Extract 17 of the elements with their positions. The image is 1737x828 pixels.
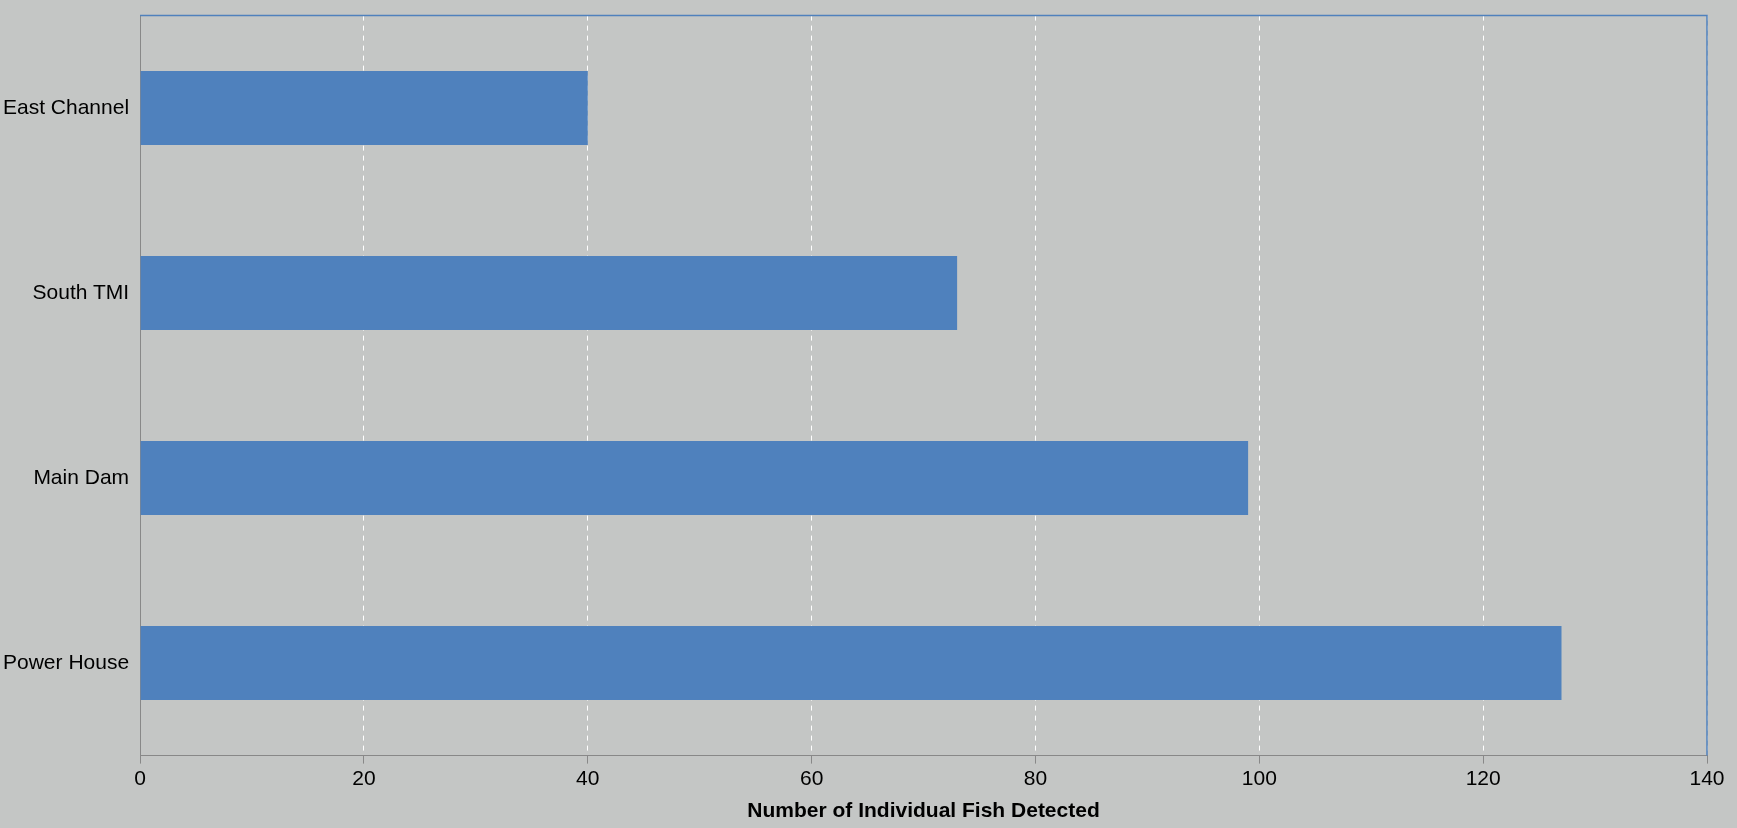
y-tick-label: South TMI — [32, 279, 130, 303]
bar — [140, 71, 588, 146]
x-tick-label: 60 — [799, 766, 824, 789]
y-tick-label: Power House — [3, 649, 130, 673]
x-tick-label: 80 — [1023, 766, 1048, 789]
bar — [140, 256, 958, 331]
x-tick-label: 20 — [352, 766, 376, 789]
x-tick-label: 100 — [1241, 766, 1277, 789]
x-axis-title: Number of Individual Fish Detected — [747, 798, 1100, 822]
bar — [140, 441, 1249, 516]
y-tick-label: Main Dam — [33, 464, 130, 488]
x-tick-label: 120 — [1465, 766, 1501, 789]
x-tick-label: 40 — [576, 766, 600, 789]
x-tick-label: 140 — [1689, 766, 1725, 789]
x-tick-label: 0 — [134, 766, 146, 789]
y-tick-label: East Channel — [2, 94, 130, 118]
bar — [140, 626, 1562, 701]
